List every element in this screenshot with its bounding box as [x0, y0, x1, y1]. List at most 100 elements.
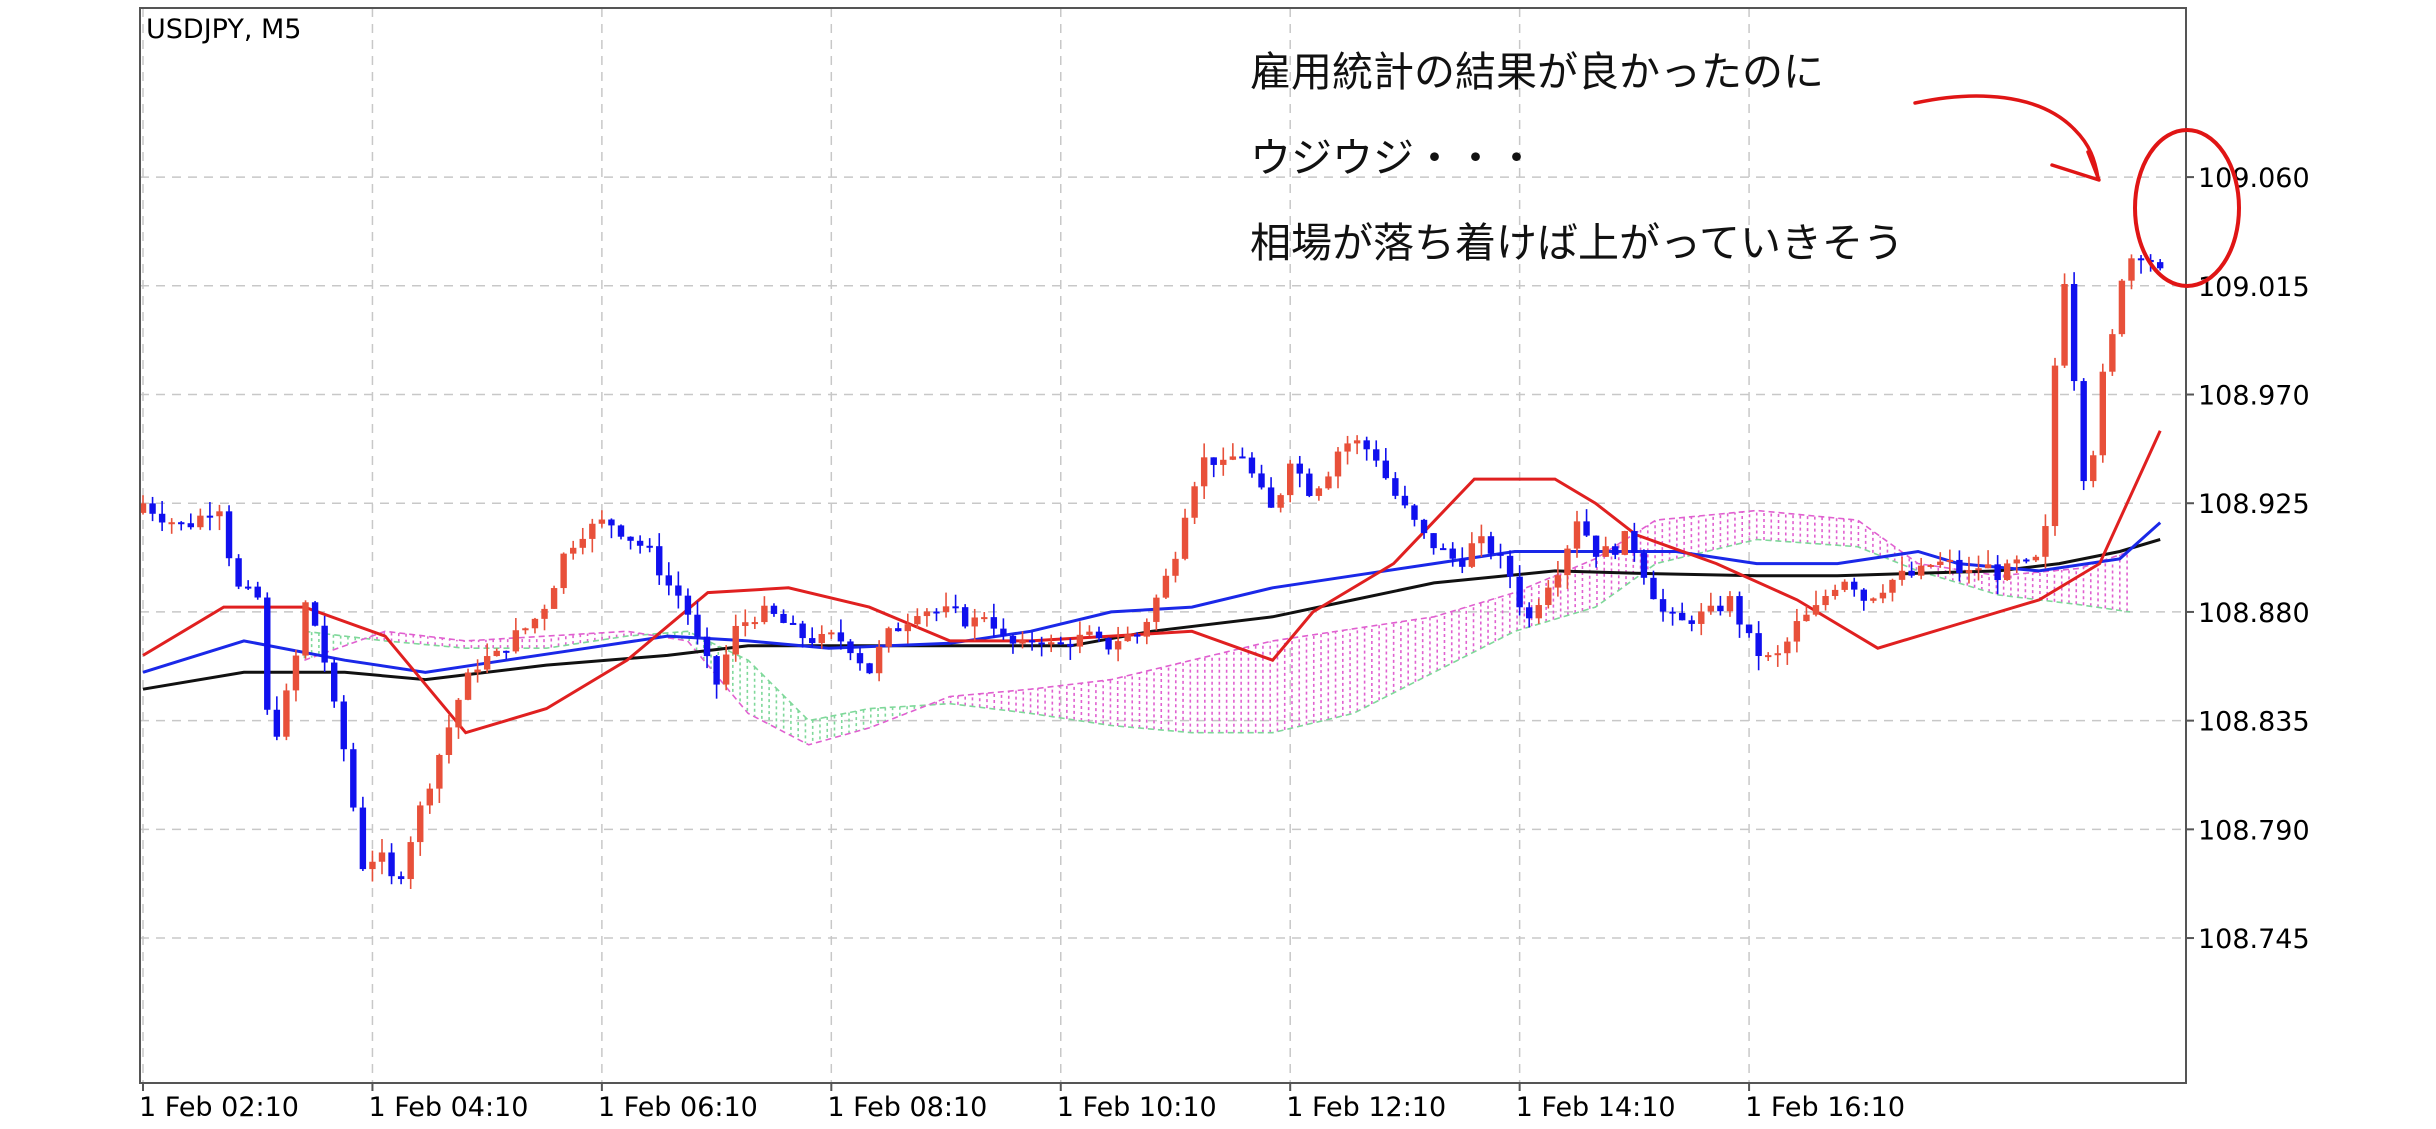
candle-body — [1277, 495, 1284, 508]
candle-body — [2023, 559, 2030, 562]
candle-body — [1554, 575, 1562, 588]
candle-body — [1621, 531, 1628, 555]
candle-body — [646, 545, 653, 548]
candle-body — [1134, 634, 1141, 637]
candle-body — [866, 663, 873, 674]
candle-body — [1793, 621, 1801, 642]
candle-body — [1822, 596, 1829, 606]
candle-body — [1573, 521, 1581, 549]
candle-body — [2099, 371, 2106, 456]
candle-body — [703, 636, 711, 657]
candle-body — [1287, 463, 1294, 496]
candle-body — [923, 611, 931, 617]
candle-body — [168, 522, 175, 525]
candle-body — [1449, 548, 1456, 559]
candle-body — [206, 515, 214, 518]
candle-body — [1315, 488, 1323, 496]
handdrawn-arrow-curve — [1913, 94, 2100, 180]
candle-body — [1535, 605, 1542, 619]
candle-body — [1592, 535, 1600, 557]
candle-body — [895, 628, 902, 632]
candle-body — [1124, 634, 1131, 642]
candle-body — [1726, 596, 1734, 612]
candle-body — [541, 608, 548, 619]
candle-body — [216, 511, 223, 517]
y-tick-label: 108.790 — [2198, 815, 2310, 846]
x-tick-label: 1 Feb 04:10 — [368, 1092, 528, 1123]
candle-body — [961, 607, 969, 627]
plot-frame — [139, 7, 2187, 1084]
candle-body — [1506, 555, 1514, 577]
candle-body — [1478, 536, 1485, 544]
candle-body — [350, 749, 357, 808]
candle-body — [1631, 531, 1638, 553]
candle-body — [1306, 473, 1313, 496]
candle-body — [1239, 456, 1246, 459]
candle-body — [1927, 564, 1934, 567]
candle-body — [1439, 548, 1447, 551]
candle-body — [273, 709, 281, 737]
candle-body — [570, 547, 577, 554]
candle-body — [1497, 553, 1504, 556]
candle-body — [455, 699, 462, 728]
y-tick-label: 108.745 — [2198, 924, 2310, 955]
candle-body — [589, 523, 596, 539]
candle-body — [1965, 569, 1973, 574]
x-tick-label: 1 Feb 08:10 — [827, 1092, 987, 1123]
candle-body — [1420, 519, 1428, 534]
candle-body — [1516, 576, 1523, 608]
candle-body — [1009, 635, 1017, 644]
annotation-block: 雇用統計の結果が良かったのに ウジウジ・・・ 相場が落ち着けば上がっていきそう — [1250, 48, 1904, 267]
candle-body — [1181, 517, 1189, 559]
candle-body — [617, 525, 625, 537]
candle-body — [1153, 597, 1160, 622]
candle-body — [264, 597, 271, 710]
candle-body — [809, 638, 816, 644]
y-tick-label: 109.060 — [2198, 163, 2310, 194]
candle-body — [1401, 495, 1409, 506]
candle-body — [1057, 642, 1064, 645]
candle-body — [1172, 558, 1179, 576]
candle-body — [1411, 505, 1418, 520]
candle-body — [761, 605, 768, 623]
candle-body — [2156, 262, 2164, 269]
candle-body — [1678, 612, 1686, 621]
candle-body — [283, 690, 290, 737]
candle-body — [1430, 533, 1437, 549]
candle-body — [789, 622, 797, 625]
candle-body — [560, 553, 567, 589]
y-tick-label: 108.880 — [2198, 598, 2310, 629]
candle-body — [1353, 440, 1361, 444]
candle-body — [474, 669, 481, 673]
candle-body — [2051, 365, 2059, 527]
handdrawn-circle — [2133, 128, 2241, 288]
candle-body — [1698, 611, 1705, 624]
candle-body — [1784, 641, 1791, 654]
candle-body — [713, 656, 720, 685]
candle-body — [1583, 521, 1590, 536]
candle-body — [722, 654, 730, 685]
candle-body — [1114, 641, 1122, 650]
candle-body — [2032, 556, 2040, 561]
y-axis: 109.060 109.015 108.970 108.925 108.880 108.8… — [2186, 163, 2310, 955]
candle-body — [1831, 589, 1839, 597]
candle-body — [1908, 570, 1915, 576]
candle-body — [235, 558, 242, 587]
candle-body — [818, 633, 825, 644]
candle-body — [1994, 564, 2001, 581]
candle-body — [426, 788, 433, 806]
candle-body — [2042, 526, 2049, 557]
candle-body — [837, 632, 845, 642]
candle-body — [627, 536, 634, 541]
candle-body — [608, 519, 615, 526]
candle-body — [178, 522, 185, 525]
candle-body — [2004, 563, 2011, 581]
candle-body — [407, 842, 414, 880]
candle-body — [914, 616, 921, 625]
candle-body — [933, 611, 940, 614]
candle-body — [665, 575, 672, 586]
candle-body — [636, 540, 644, 546]
candle-body — [139, 503, 147, 513]
candle-body — [1688, 620, 1695, 624]
